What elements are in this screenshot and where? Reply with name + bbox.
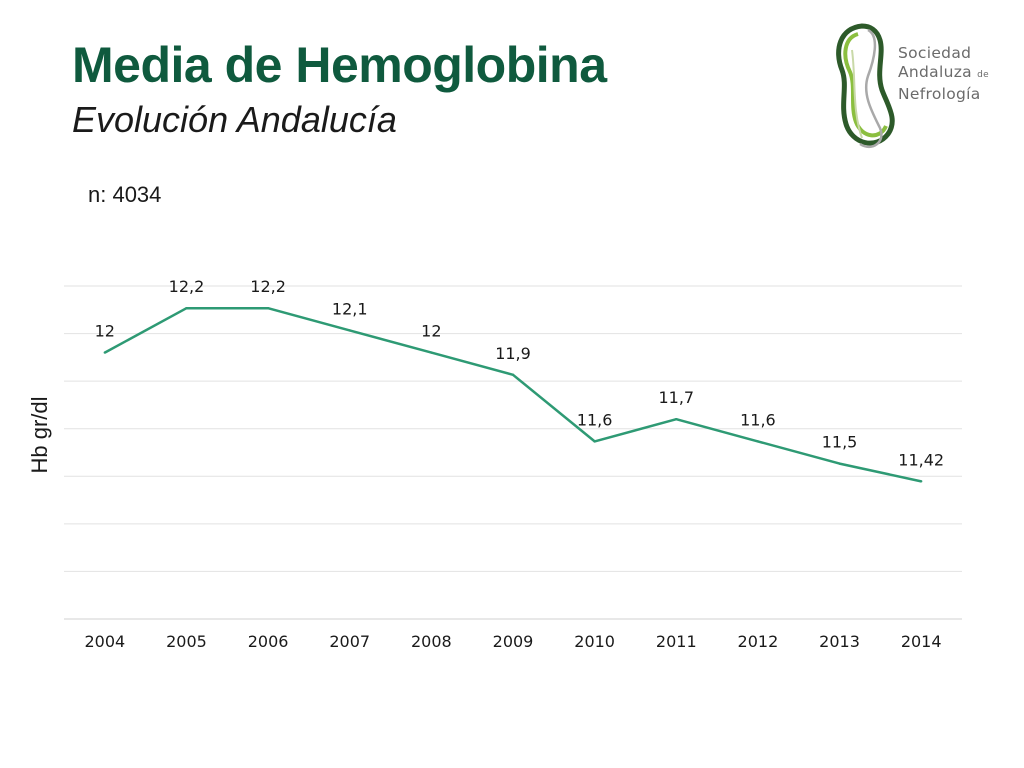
data-point xyxy=(675,418,678,421)
x-tick-label: 2014 xyxy=(901,632,942,651)
x-tick-label: 2012 xyxy=(738,632,779,651)
sample-size-label: n: 4034 xyxy=(88,182,162,207)
x-tick-label: 2007 xyxy=(329,632,370,651)
data-point xyxy=(919,480,923,483)
data-point xyxy=(348,329,351,332)
y-axis-label: Hb gr/dl xyxy=(27,396,52,474)
data-label: 11,9 xyxy=(495,344,531,363)
x-tick-label: 2005 xyxy=(166,632,207,651)
data-label: 12,2 xyxy=(169,277,205,296)
data-point xyxy=(511,373,515,376)
data-point xyxy=(103,351,107,354)
page-title: Media de Hemoglobina xyxy=(72,37,607,93)
data-point xyxy=(185,307,188,310)
data-point xyxy=(593,440,596,443)
data-label: 11,7 xyxy=(658,388,694,407)
x-tick-label: 2013 xyxy=(819,632,860,651)
data-point xyxy=(756,440,760,443)
data-point xyxy=(266,307,270,310)
data-label: 11,6 xyxy=(740,410,776,429)
society-logo: Sociedad Andaluza de Nefrología xyxy=(832,20,1002,154)
data-label: 12 xyxy=(421,322,441,341)
page-subtitle: Evolución Andalucía xyxy=(72,99,397,140)
data-label: 12 xyxy=(95,322,115,341)
data-point xyxy=(430,351,433,354)
data-label: 11,42 xyxy=(898,450,944,469)
series-line xyxy=(104,306,922,483)
data-label: 11,6 xyxy=(577,410,613,429)
logo-wordmark: Sociedad Andaluza de Nefrología xyxy=(898,44,989,104)
logo-line-2: Andaluza de xyxy=(898,63,990,81)
data-point xyxy=(838,462,841,465)
x-tick-label: 2004 xyxy=(84,632,125,651)
x-tick-label: 2008 xyxy=(411,632,452,651)
logo-line-1: Sociedad xyxy=(898,44,972,62)
data-label: 12,2 xyxy=(250,277,286,296)
x-tick-label: 2006 xyxy=(248,632,289,651)
x-tick-label: 2009 xyxy=(493,632,534,651)
kidney-swirl-icon xyxy=(836,23,895,149)
data-label: 11,5 xyxy=(822,433,858,452)
x-tick-label: 2011 xyxy=(656,632,697,651)
logo-line-3: Nefrología xyxy=(898,85,981,103)
data-label: 12,1 xyxy=(332,299,368,318)
x-tick-label: 2010 xyxy=(574,632,615,651)
